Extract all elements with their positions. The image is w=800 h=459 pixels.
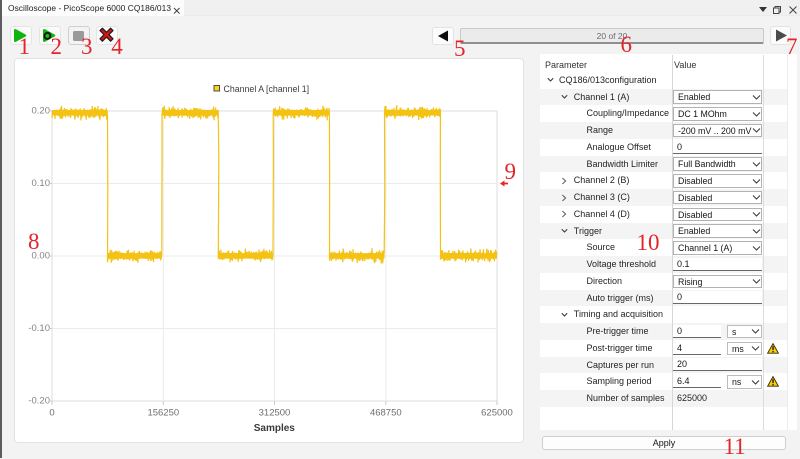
svg-text:Channel A [channel 1]: Channel A [channel 1] [224,84,310,94]
svg-text:0.10: 0.10 [32,178,51,189]
svg-text:0.00: 0.00 [32,251,51,262]
svg-text:0.20: 0.20 [32,106,51,117]
svg-text:312500: 312500 [259,408,291,419]
svg-text:-0.10: -0.10 [28,323,50,334]
svg-text:625000: 625000 [481,408,513,419]
svg-text:0: 0 [49,408,54,419]
svg-text:468750: 468750 [370,408,402,419]
svg-text:156250: 156250 [147,408,179,419]
svg-text:-0.20: -0.20 [28,396,50,407]
svg-text:Samples: Samples [254,423,296,434]
